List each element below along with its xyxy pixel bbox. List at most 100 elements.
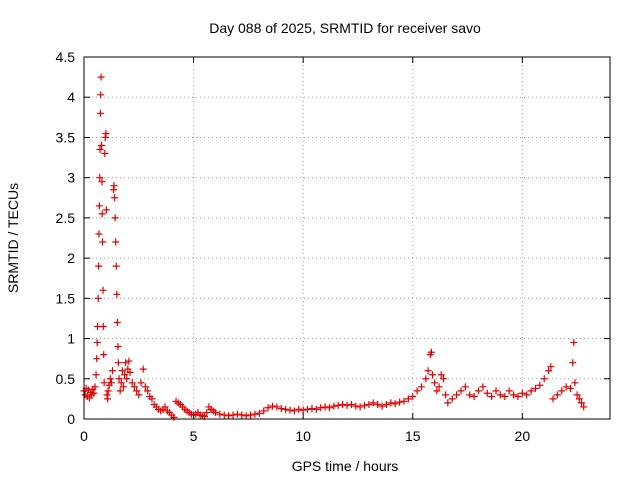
data-point: [409, 392, 417, 400]
data-point: [573, 391, 581, 399]
data-point: [102, 129, 110, 137]
data-point: [255, 409, 263, 417]
data-point: [514, 392, 522, 400]
y-axis-label: SRMTID / TECUs: [5, 183, 21, 293]
data-point: [97, 91, 105, 99]
data-point: [475, 387, 482, 395]
data-point: [277, 405, 285, 413]
data-point: [523, 391, 531, 399]
data-point: [361, 401, 369, 409]
data-point: [97, 73, 105, 81]
data-point: [567, 384, 575, 392]
data-point: [339, 401, 347, 409]
data-point: [242, 412, 250, 420]
data-point: [264, 404, 272, 412]
data-point: [428, 371, 436, 379]
x-axis-label: GPS time / hours: [292, 458, 399, 474]
data-point: [510, 391, 518, 399]
y-tick-label: 4.5: [56, 49, 76, 65]
data-point: [570, 339, 578, 347]
data-point: [437, 371, 445, 379]
data-point: [330, 402, 338, 410]
data-point: [103, 391, 111, 399]
data-point: [99, 238, 107, 246]
x-tick-label: 0: [80, 428, 88, 444]
data-point: [466, 391, 474, 399]
data-point: [400, 397, 408, 405]
data-point: [558, 387, 566, 395]
data-point: [382, 401, 390, 409]
data-point: [505, 387, 513, 395]
data-point: [121, 371, 129, 379]
data-point: [216, 410, 224, 418]
data-point: [101, 133, 109, 141]
data-point: [128, 379, 136, 387]
y-tick-label: 1: [67, 331, 75, 347]
data-point: [106, 375, 114, 383]
data-point: [536, 381, 544, 389]
data-point: [422, 375, 430, 383]
data-point: [496, 391, 504, 399]
data-point: [518, 389, 526, 397]
data-point: [540, 375, 548, 383]
data-point: [448, 395, 456, 403]
data-point: [479, 383, 487, 391]
data-point: [391, 400, 399, 408]
data-point: [111, 214, 119, 222]
data-point: [396, 398, 404, 406]
data-point: [123, 375, 131, 383]
data-point: [424, 367, 432, 375]
data-point: [114, 359, 122, 367]
data-point: [112, 262, 120, 270]
data-point: [148, 395, 156, 403]
data-point: [304, 405, 312, 413]
data-point: [295, 405, 303, 413]
data-point: [139, 365, 147, 373]
data-point: [347, 401, 355, 409]
data-point: [98, 178, 106, 186]
data-point: [133, 387, 141, 395]
data-point: [483, 389, 491, 397]
data-point: [122, 359, 130, 367]
data-point: [453, 391, 461, 399]
data-point: [95, 262, 103, 270]
data-point: [144, 387, 152, 395]
x-tick-label: 20: [515, 428, 531, 444]
data-point: [334, 401, 342, 409]
data-point: [356, 403, 364, 411]
data-point: [501, 392, 509, 400]
axis-ticks: 0 0.5 1 1.5 2 2.5 3 3.5 4 4.5 0 5 10 15 20: [56, 49, 610, 444]
data-point: [135, 391, 143, 399]
data-point: [111, 194, 119, 202]
data-point: [308, 405, 316, 413]
y-tick-label: 1.5: [56, 290, 76, 306]
data-point: [457, 387, 465, 395]
data-point: [99, 322, 107, 330]
data-point: [113, 318, 121, 326]
data-point: [90, 389, 98, 397]
data-point: [431, 379, 439, 387]
data-point: [115, 375, 123, 383]
x-tick-label: 5: [190, 428, 198, 444]
data-point: [325, 404, 333, 412]
data-point: [470, 392, 478, 400]
data-point: [527, 387, 535, 395]
data-point: [352, 402, 360, 410]
data-point: [365, 401, 373, 409]
data-point: [238, 411, 246, 419]
data-point: [104, 395, 112, 403]
data-point: [117, 379, 125, 387]
data-point: [92, 371, 100, 379]
data-point: [98, 141, 106, 149]
data-point: [98, 210, 106, 218]
y-tick-label: 3: [67, 170, 75, 186]
data-point: [374, 401, 382, 409]
data-point: [553, 391, 561, 399]
data-point: [95, 202, 103, 210]
data-point: [317, 404, 325, 412]
grid-layer: [84, 57, 610, 419]
data-point: [247, 411, 255, 419]
data-point: [113, 290, 121, 298]
data-point: [233, 410, 241, 418]
